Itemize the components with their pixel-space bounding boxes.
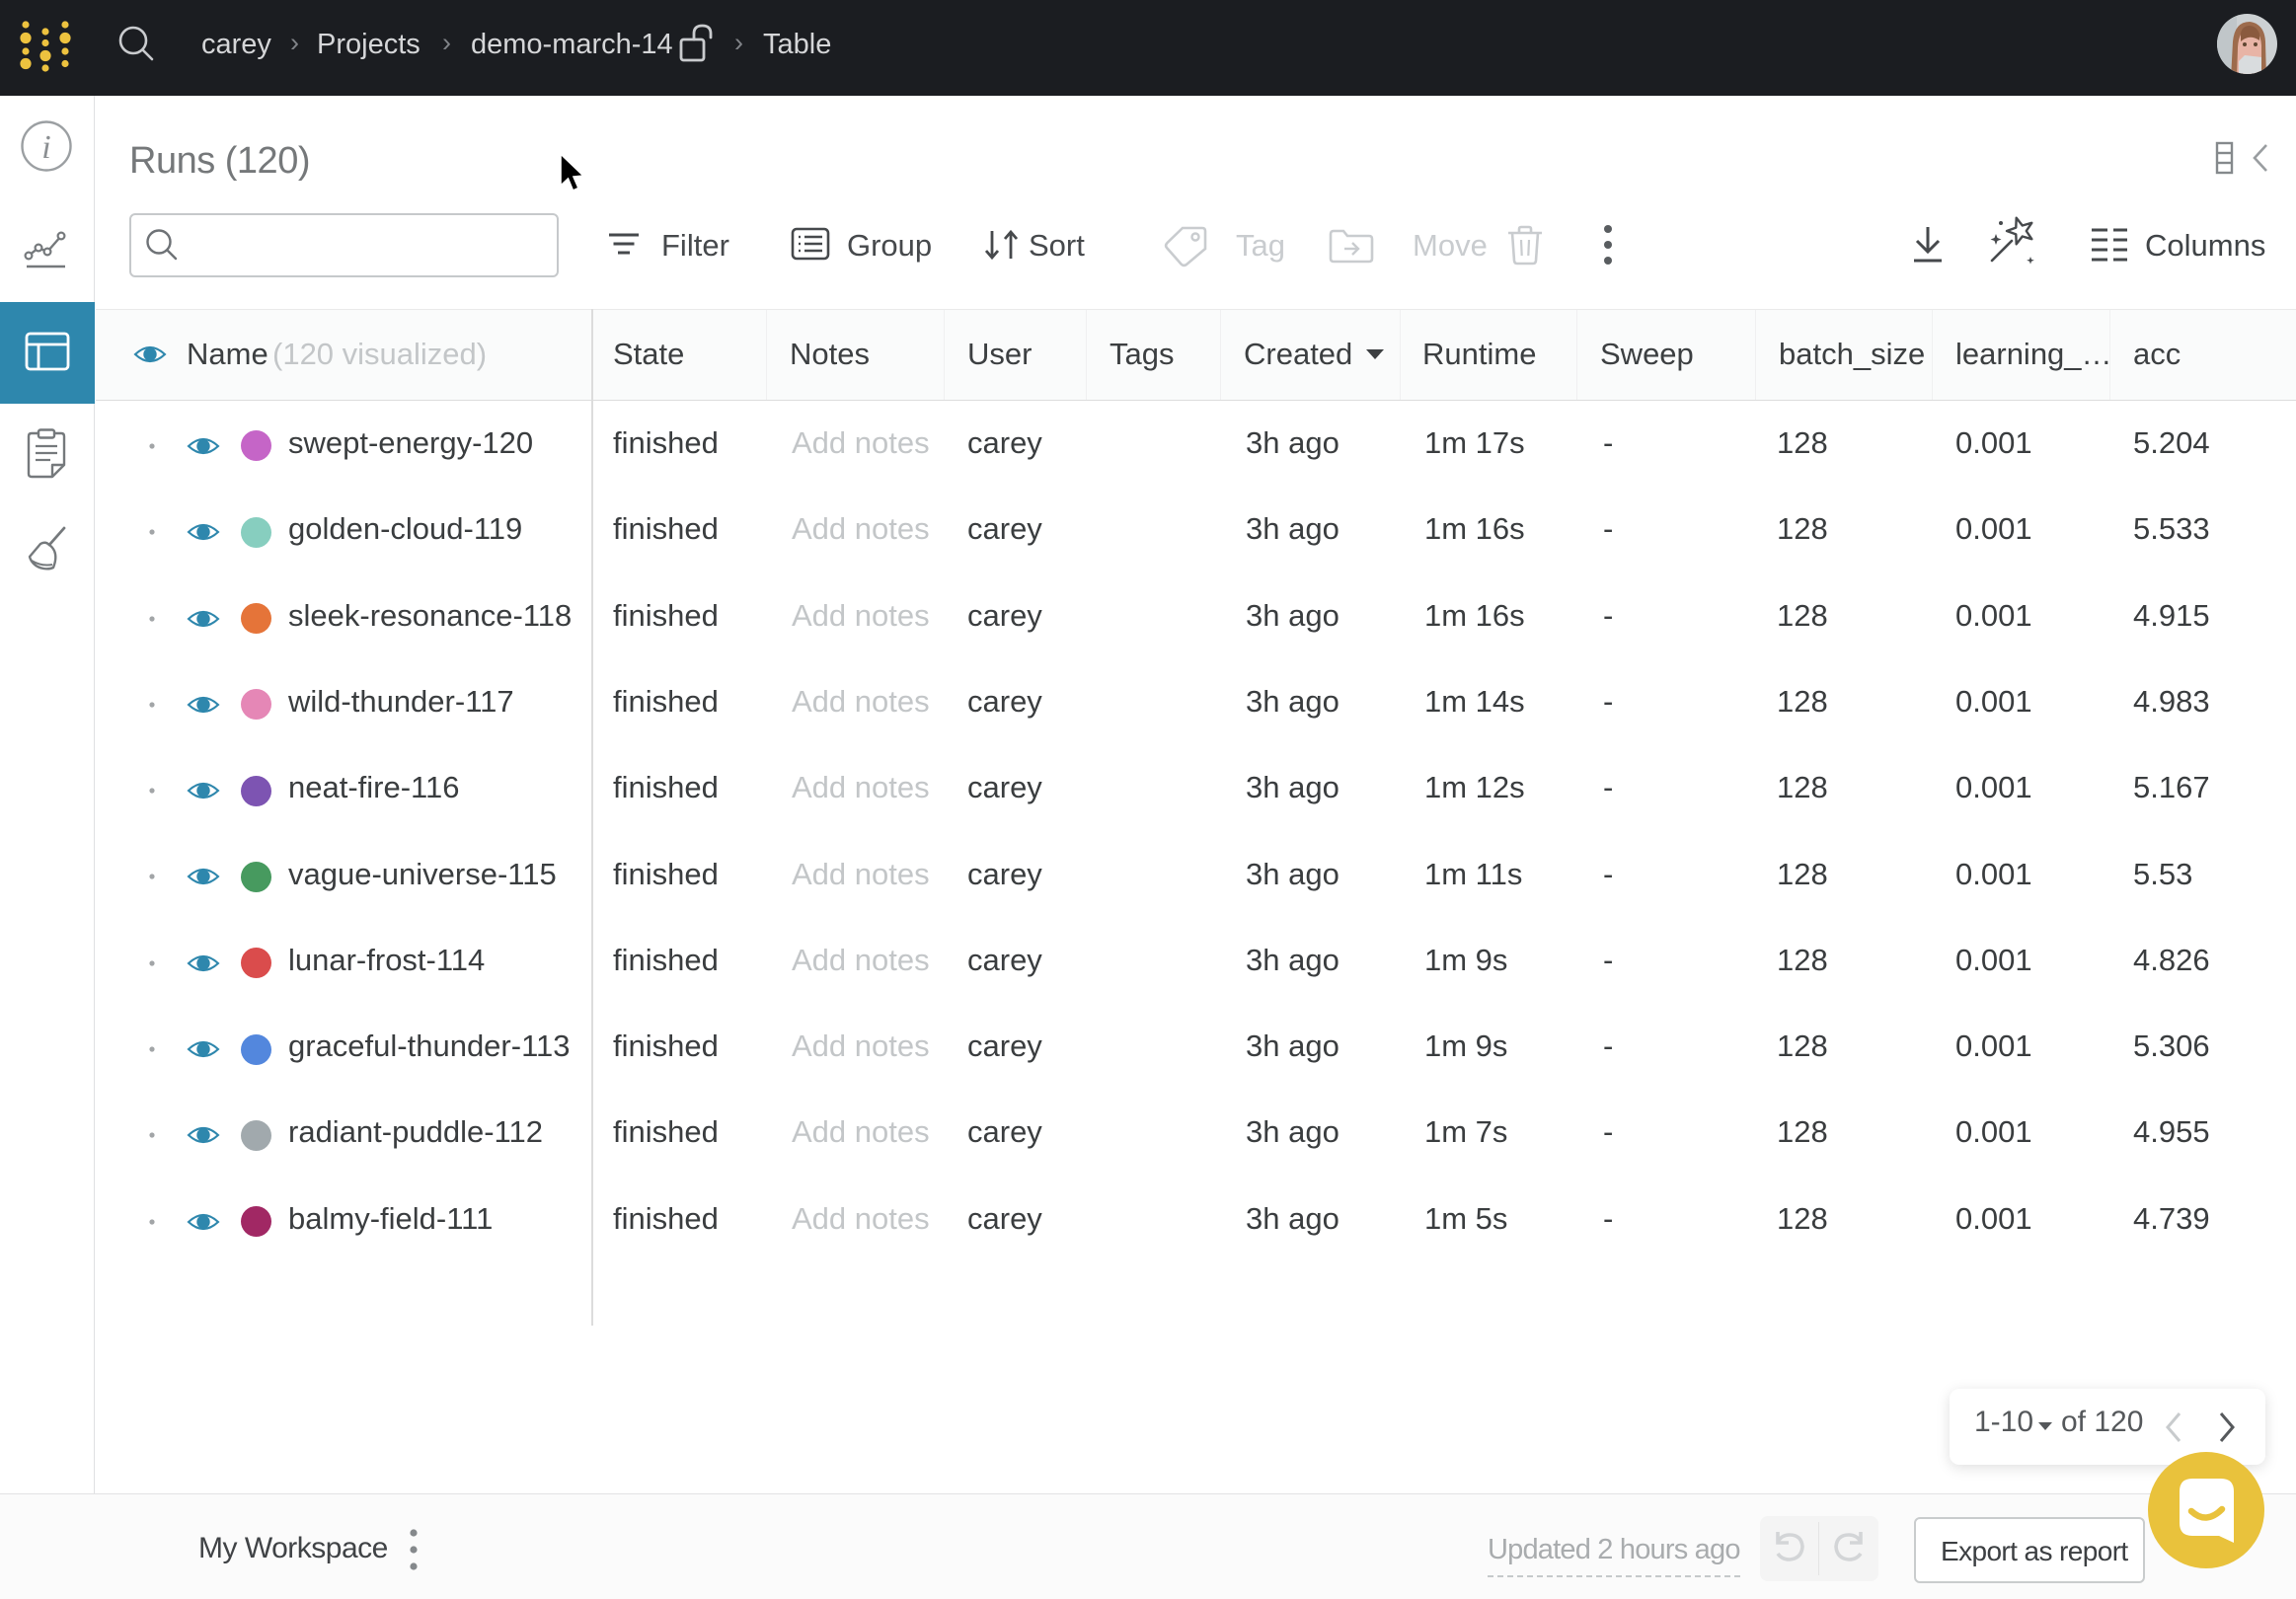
svg-text:i: i bbox=[41, 129, 50, 166]
